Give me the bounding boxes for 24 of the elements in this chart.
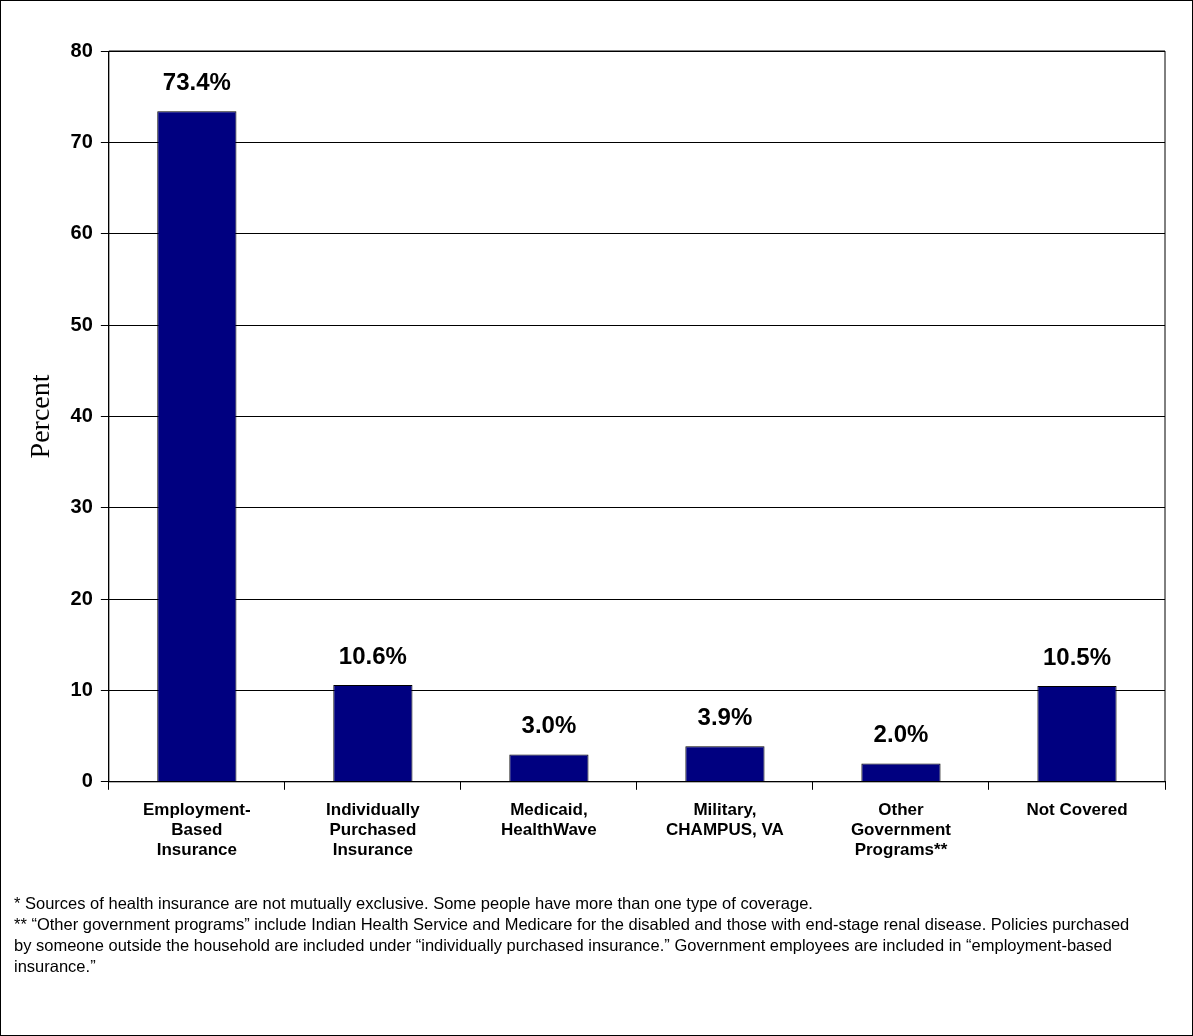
x-tick-label: Medicaid, HealthWave <box>501 799 597 840</box>
y-tick-label: 40 <box>70 403 93 426</box>
y-tick-label: 80 <box>70 38 93 61</box>
x-tick-label: Individually Purchased Insurance <box>326 799 421 860</box>
y-tick-label: 0 <box>81 769 93 792</box>
data-label: 73.4% <box>162 67 231 95</box>
y-tick-label: 60 <box>70 221 93 244</box>
x-tick-label: Employment- Based Insurance <box>143 799 251 860</box>
y-tick-label: 10 <box>70 677 93 700</box>
text: * Sources of health insurance are not mutually exclusive. Some people have more than one type of coverage. <box>14 893 814 914</box>
y-axis-title: Percent <box>24 374 56 459</box>
data-label: 3.0% <box>521 711 577 739</box>
x-tick-label: Not Covered <box>1026 799 1128 819</box>
y-tick-label: 70 <box>70 129 93 152</box>
data-label: 10.5% <box>1042 642 1112 670</box>
data-label: 3.9% <box>697 702 753 730</box>
data-label: 10.6% <box>338 641 407 669</box>
x-tick-label: Other Government Programs** <box>850 799 952 860</box>
y-tick-label: 50 <box>70 312 93 335</box>
x-tick-label: Military, CHAMPUS, VA <box>666 799 784 840</box>
text: ** “Other government programs” include Indian Health Service and Medicare for the disabled and those with end-stage renal disease. Policies purchased by someone outside the household are included under “individually purchased insurance.” Government employees are included in “employment-based insurance.” <box>14 914 1131 977</box>
data-label: 2.0% <box>873 720 929 748</box>
y-tick-label: 30 <box>70 495 93 518</box>
y-tick-label: 20 <box>70 586 93 609</box>
